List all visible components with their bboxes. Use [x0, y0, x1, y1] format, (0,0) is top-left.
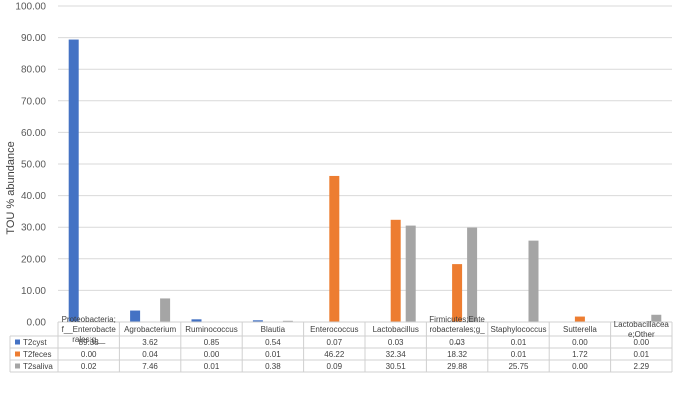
- bar-t2saliva: [160, 298, 171, 322]
- bar-t2cyst: [252, 320, 263, 322]
- y-axis-label: TOU % abundance: [5, 141, 17, 234]
- table-cell: 18.32: [447, 350, 468, 359]
- table-cell: 0.03: [449, 338, 465, 347]
- y-axis-ticks: 0.00 10.00 20.00 30.00 40.00 50.00 60.00 70.00 8…: [15, 2, 46, 329]
- legend-swatch-t2feces: [15, 351, 20, 357]
- category-label: Enterococcus: [310, 325, 358, 334]
- y-tick-label: 50.00: [21, 160, 46, 171]
- table-cell: 25.75: [508, 362, 529, 371]
- table-cell: 30.51: [386, 362, 407, 371]
- category-label: Firmicutes;Ente: [429, 315, 485, 324]
- table-cell: 2.29: [634, 362, 650, 371]
- table-cell: 0.38: [265, 362, 281, 371]
- category-label: e;Other: [628, 330, 655, 339]
- bar-t2cyst: [191, 319, 202, 322]
- category-label: Agrobacterium: [124, 325, 176, 334]
- bar-t2feces: [452, 264, 463, 322]
- bar-t2feces: [329, 175, 340, 322]
- table-cell: 0.07: [327, 338, 343, 347]
- table-cell: 0.01: [511, 338, 527, 347]
- table-cell: 0.01: [204, 362, 220, 371]
- category-label: Lactobacillacea: [614, 320, 670, 329]
- table-cell: 0.02: [81, 362, 97, 371]
- series-name: T2cyst: [23, 338, 47, 347]
- table-cell: 29.88: [447, 362, 468, 371]
- table-cell: 0.03: [388, 338, 404, 347]
- category-label: robacterales;g_: [430, 325, 486, 334]
- table-cell: 0.00: [572, 362, 588, 371]
- table-cell: 3.62: [142, 338, 158, 347]
- y-tick-label: 10.00: [21, 286, 46, 297]
- bar-t2feces: [390, 219, 401, 322]
- bar-t2saliva: [405, 225, 416, 322]
- table-cell: 89.38: [79, 338, 100, 347]
- category-label: Ruminococcus: [185, 325, 237, 334]
- table-cell: 0.04: [142, 350, 158, 359]
- bar-t2saliva: [282, 320, 293, 322]
- table-cell: 0.01: [511, 350, 527, 359]
- category-label: Proteobacteria;: [62, 315, 116, 324]
- category-label: Blautia: [261, 325, 286, 334]
- table-cell: 32.34: [386, 350, 407, 359]
- category-label: rales;g__: [72, 335, 105, 344]
- category-label: Lactobacillus: [373, 325, 419, 334]
- table-cell: 0.00: [81, 350, 97, 359]
- y-tick-label: 60.00: [21, 128, 46, 139]
- bar-t2feces: [574, 316, 585, 322]
- bar-t2cyst: [130, 310, 141, 322]
- table-cell: 0.54: [265, 338, 281, 347]
- gridlines: [58, 5, 672, 291]
- category-label: _: [454, 335, 460, 344]
- table-cell: 0.00: [634, 338, 650, 347]
- y-tick-label: 20.00: [21, 254, 46, 265]
- table-cell: 0.01: [634, 350, 650, 359]
- series-name: T2feces: [23, 350, 51, 359]
- bar-t2cyst: [68, 39, 79, 322]
- table-cell: 0.00: [572, 338, 588, 347]
- table-cell: 0.01: [265, 350, 281, 359]
- category-label: Staphylococcus: [490, 325, 546, 334]
- table-cell: 1.72: [572, 350, 588, 359]
- y-tick-label: 40.00: [21, 191, 46, 202]
- bars: [68, 39, 662, 322]
- y-tick-label: 90.00: [21, 33, 46, 44]
- y-tick-label: 80.00: [21, 65, 46, 76]
- bar-t2saliva: [528, 240, 539, 322]
- y-tick-label: 0.00: [27, 318, 47, 329]
- bar-t2saliva: [651, 314, 662, 322]
- y-tick-label: 30.00: [21, 223, 46, 234]
- category-label: f__Enterobacte: [62, 325, 117, 334]
- y-tick-label: 100.00: [15, 2, 46, 13]
- series-name: T2saliva: [23, 362, 53, 371]
- legend-swatch-t2cyst: [15, 339, 20, 345]
- table-cell: 0.85: [204, 338, 220, 347]
- table-cell: 7.46: [142, 362, 158, 371]
- legend-swatch-t2saliva: [15, 363, 20, 369]
- table-cell: 0.09: [327, 362, 343, 371]
- category-label: Sutterella: [563, 325, 597, 334]
- bar-t2saliva: [467, 227, 478, 322]
- y-tick-label: 70.00: [21, 96, 46, 107]
- table-cell: 46.22: [324, 350, 345, 359]
- table-cell: 0.00: [204, 350, 220, 359]
